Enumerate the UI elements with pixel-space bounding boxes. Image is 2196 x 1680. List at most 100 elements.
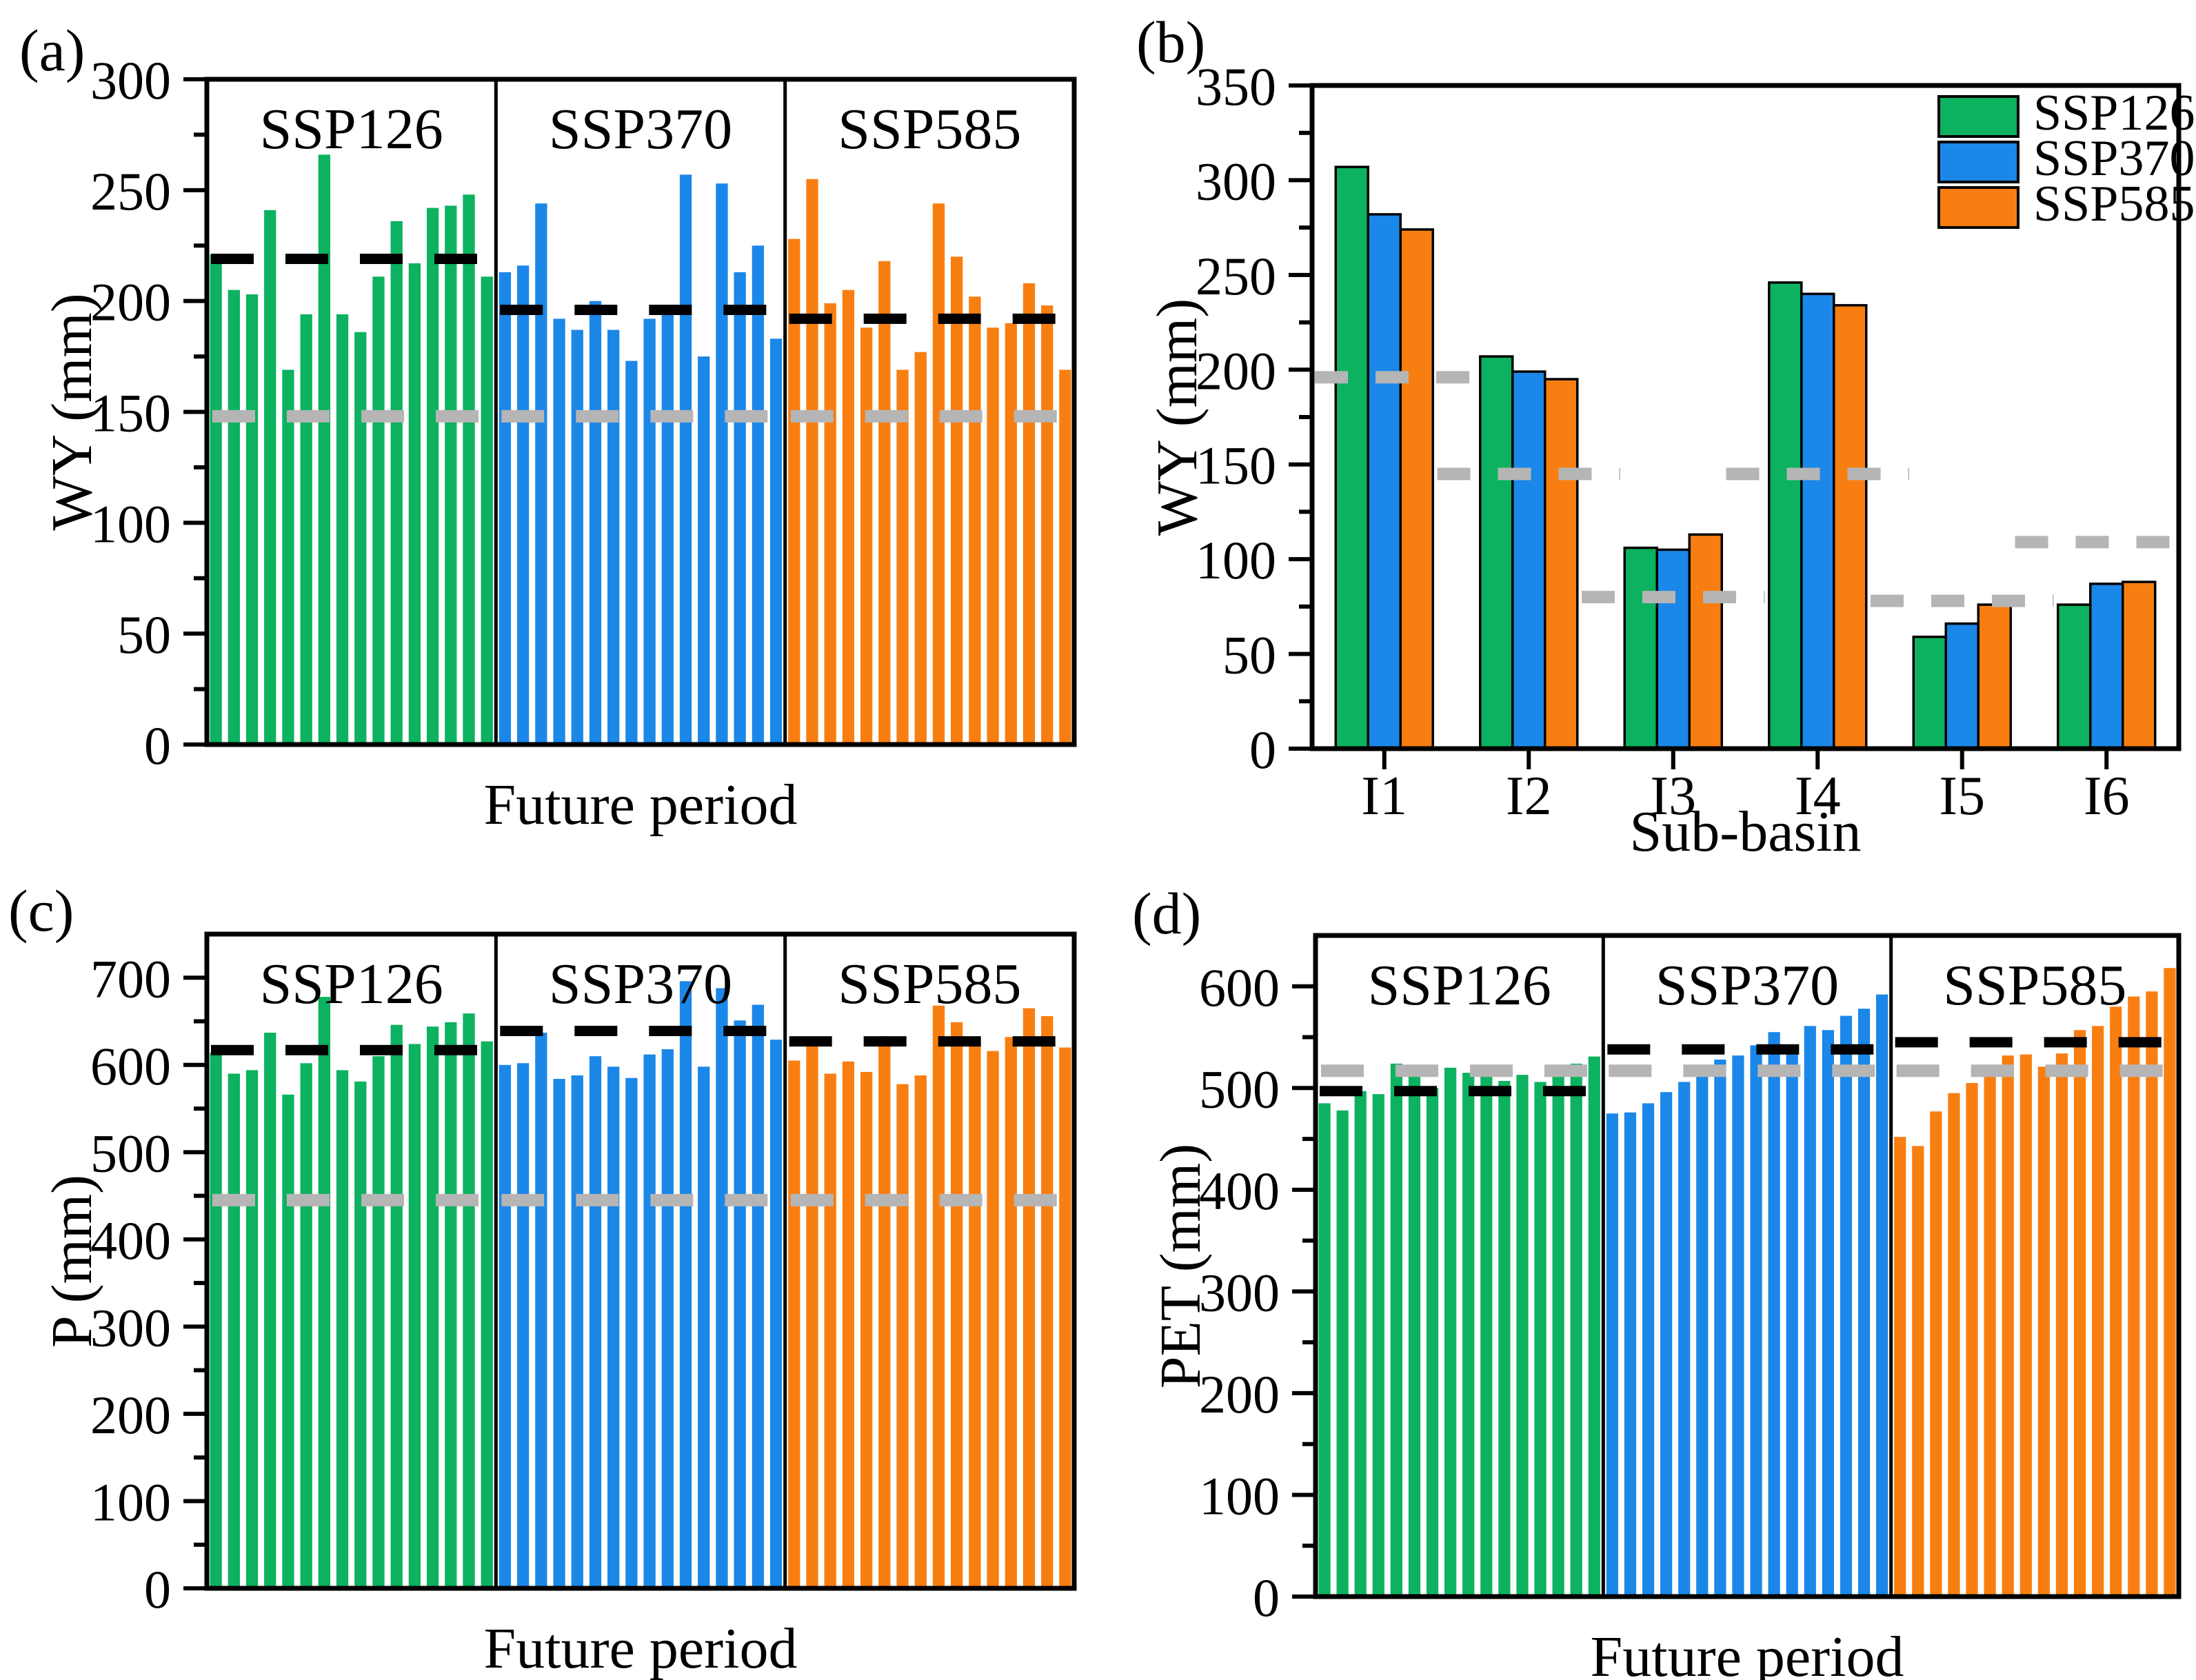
bar bbox=[734, 272, 746, 745]
bar bbox=[2128, 996, 2140, 1597]
bar bbox=[1840, 1015, 1853, 1597]
bar bbox=[698, 1066, 710, 1588]
bar bbox=[1984, 1075, 1996, 1597]
bar bbox=[498, 272, 512, 745]
bar bbox=[842, 290, 855, 745]
plot-frame bbox=[1309, 83, 2182, 751]
section-label: SSP585 bbox=[838, 952, 1021, 1016]
bar bbox=[2055, 1053, 2068, 1597]
bar bbox=[553, 1079, 565, 1588]
bar bbox=[1966, 1082, 1978, 1597]
bar bbox=[1399, 228, 1434, 750]
bar bbox=[1354, 1091, 1367, 1597]
bar bbox=[788, 1060, 800, 1588]
y-tick-label: 50 bbox=[117, 605, 171, 665]
bar bbox=[1977, 603, 2012, 750]
bar bbox=[878, 261, 891, 745]
bar bbox=[1606, 1113, 1618, 1597]
bar bbox=[1426, 1088, 1439, 1597]
bar bbox=[354, 332, 367, 745]
bar bbox=[607, 1066, 620, 1588]
legend-swatch-ssp585 bbox=[1937, 186, 2019, 229]
bar bbox=[752, 1004, 765, 1588]
bar bbox=[390, 221, 403, 745]
bar bbox=[1498, 1080, 1511, 1597]
bar bbox=[571, 330, 583, 745]
y-axis-title: WY (mm) bbox=[1145, 298, 1209, 536]
bar bbox=[987, 327, 999, 745]
bar bbox=[589, 301, 602, 745]
bar bbox=[445, 205, 457, 745]
bar bbox=[625, 1077, 638, 1588]
panel-c-letter: (c) bbox=[8, 878, 74, 944]
bar bbox=[625, 361, 638, 745]
section-label: SSP126 bbox=[1368, 953, 1551, 1018]
bar bbox=[589, 1056, 602, 1588]
bar bbox=[1930, 1111, 1942, 1597]
bar bbox=[788, 239, 800, 745]
bar bbox=[1444, 1067, 1457, 1597]
y-tick-label: 300 bbox=[1199, 1262, 1280, 1322]
bar bbox=[463, 194, 475, 745]
y-tick-label: 100 bbox=[90, 494, 171, 554]
bar bbox=[264, 1032, 276, 1588]
bar bbox=[1696, 1073, 1709, 1597]
bar bbox=[1336, 1110, 1349, 1597]
y-tick-label: 400 bbox=[1199, 1161, 1280, 1221]
y-tick-label: 200 bbox=[90, 272, 171, 332]
y-tick-label: 100 bbox=[1196, 530, 1276, 590]
bar bbox=[824, 1073, 836, 1588]
bar bbox=[408, 1044, 421, 1588]
bar bbox=[1624, 1112, 1637, 1597]
bar bbox=[300, 1063, 312, 1588]
bar bbox=[408, 263, 421, 745]
section-label: SSP370 bbox=[549, 97, 732, 161]
bar bbox=[1642, 1103, 1655, 1597]
bar bbox=[336, 1070, 349, 1588]
bar bbox=[1041, 305, 1054, 745]
bar bbox=[498, 1064, 512, 1588]
y-tick-label: 0 bbox=[144, 1559, 171, 1619]
bar bbox=[354, 1081, 367, 1588]
bar bbox=[1912, 1146, 1924, 1597]
bar bbox=[734, 1020, 746, 1588]
bar bbox=[769, 338, 783, 745]
bar bbox=[987, 1051, 999, 1588]
bar bbox=[896, 1084, 909, 1588]
panel-b-letter: (b) bbox=[1136, 9, 1206, 75]
bar bbox=[372, 276, 385, 745]
bar bbox=[896, 370, 909, 745]
bar bbox=[372, 1056, 385, 1588]
bar bbox=[1786, 1047, 1798, 1597]
y-tick-label: 500 bbox=[1199, 1059, 1280, 1119]
bar bbox=[516, 265, 530, 745]
y-tick-label: 250 bbox=[1196, 246, 1276, 306]
bar bbox=[716, 183, 728, 745]
bar bbox=[932, 1005, 945, 1588]
bar bbox=[1372, 1094, 1384, 1597]
x-tick-label: I2 bbox=[1506, 766, 1552, 827]
y-tick-label: 600 bbox=[1199, 958, 1280, 1018]
bar bbox=[1894, 1137, 1906, 1597]
bar bbox=[679, 174, 692, 745]
bar bbox=[842, 1061, 855, 1588]
bar bbox=[1511, 370, 1547, 750]
y-axis-title: P (mm) bbox=[40, 1175, 104, 1348]
panel-c-precipitation-chart: 0 100 200 300 400 500 600 700 SSP126 SSP370 SSP585… bbox=[40, 931, 1077, 1680]
bar bbox=[1944, 622, 1980, 750]
bar bbox=[1367, 213, 1402, 750]
bar bbox=[1768, 281, 1803, 750]
bar bbox=[318, 154, 331, 745]
x-tick-label: I5 bbox=[1939, 766, 1985, 827]
panel-a-letter: (a) bbox=[19, 17, 85, 83]
bar bbox=[806, 1037, 818, 1588]
bar bbox=[1023, 283, 1036, 745]
y-tick-label: 400 bbox=[90, 1211, 171, 1271]
bar bbox=[643, 1054, 656, 1588]
y-tick-label: 150 bbox=[90, 383, 171, 443]
y-axis-title: WY (mm) bbox=[40, 293, 104, 530]
x-axis-title: Sub-basin bbox=[1630, 800, 1862, 862]
bar bbox=[1714, 1059, 1726, 1597]
bar bbox=[1912, 636, 1947, 750]
y-tick-label: 200 bbox=[1199, 1364, 1280, 1424]
